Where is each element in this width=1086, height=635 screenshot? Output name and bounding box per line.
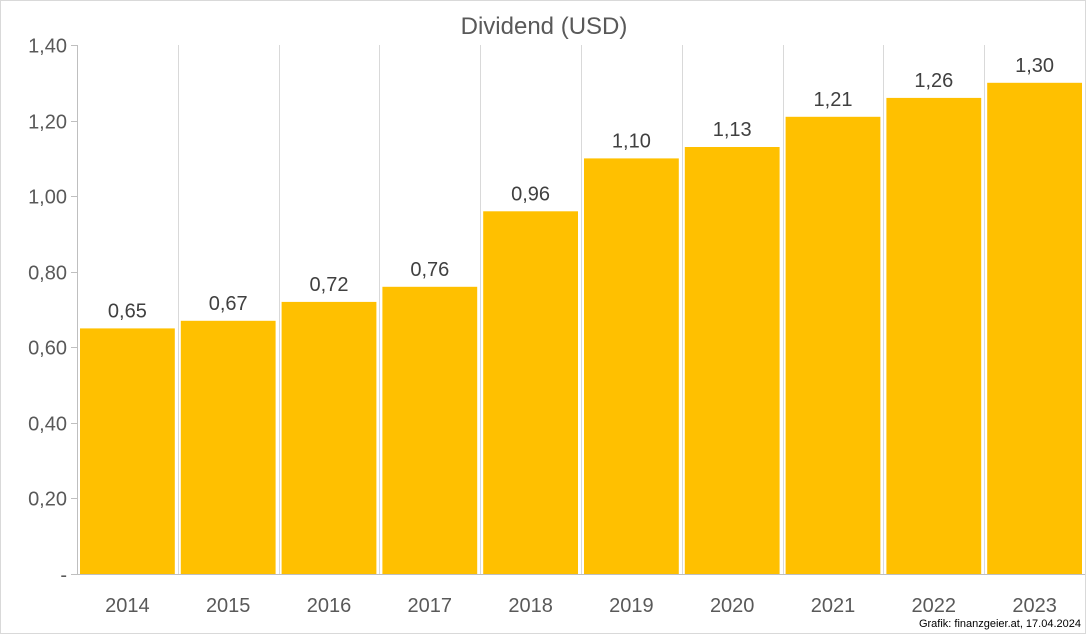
data-label: 1,10 — [612, 130, 651, 152]
data-label: 1,26 — [914, 70, 953, 92]
x-tick-label: 2018 — [508, 595, 553, 617]
bar-2016 — [281, 301, 377, 574]
x-tick-label: 2021 — [811, 595, 856, 617]
bar-2019 — [584, 158, 679, 574]
bars — [80, 82, 1082, 575]
data-label: 0,72 — [310, 274, 349, 296]
data-label: 0,67 — [209, 293, 248, 315]
y-tick-label: 1,40 — [28, 36, 67, 58]
bar-2015 — [180, 320, 276, 574]
y-tick-label: 0,80 — [28, 263, 67, 285]
y-tick-label: 0,20 — [28, 489, 67, 511]
data-label: 0,65 — [108, 300, 147, 322]
chart-credit: Grafik: finanzgeier.at, 17.04.2024 — [919, 618, 1081, 630]
data-label: 1,13 — [713, 119, 752, 141]
bar-2020 — [684, 147, 780, 574]
x-tick-label: 2023 — [1012, 595, 1057, 617]
y-tick-label: 1,20 — [28, 112, 67, 134]
bar-2014 — [80, 328, 175, 574]
x-axis: 2014 2015 2016 2017 2018 2019 2020 2021 2022 2023 — [77, 574, 1085, 617]
y-tick-label: 0,60 — [28, 338, 67, 360]
y-axis: - 0,20 0,40 0,60 0,80 1,00 1,20 1,40 — [28, 36, 78, 587]
chart-title: Dividend (USD) — [461, 13, 628, 40]
bar-2022 — [886, 97, 982, 575]
x-tick-label: 2016 — [307, 595, 352, 617]
x-tick-label: 2015 — [206, 595, 251, 617]
data-labels: 0,65 0,67 0,72 0,76 0,96 1,10 1,13 1,21 1,26 1,30 — [108, 55, 1054, 323]
data-label: 0,96 — [511, 183, 550, 205]
data-label: 0,76 — [410, 259, 449, 281]
data-label: 1,30 — [1015, 55, 1054, 77]
bar-2023 — [987, 82, 1082, 575]
x-tick-label: 2019 — [609, 595, 654, 617]
y-tick-label: - — [60, 565, 67, 587]
bar-2021 — [785, 116, 881, 575]
x-tick-label: 2014 — [105, 595, 150, 617]
x-tick-label: 2022 — [912, 595, 957, 617]
x-tick-label: 2020 — [710, 595, 755, 617]
x-tick-label: 2017 — [408, 595, 453, 617]
data-label: 1,21 — [814, 89, 853, 111]
y-tick-label: 0,40 — [28, 414, 67, 436]
bar-2017 — [382, 286, 478, 574]
bar-2018 — [483, 211, 578, 575]
y-tick-label: 1,00 — [28, 187, 67, 209]
